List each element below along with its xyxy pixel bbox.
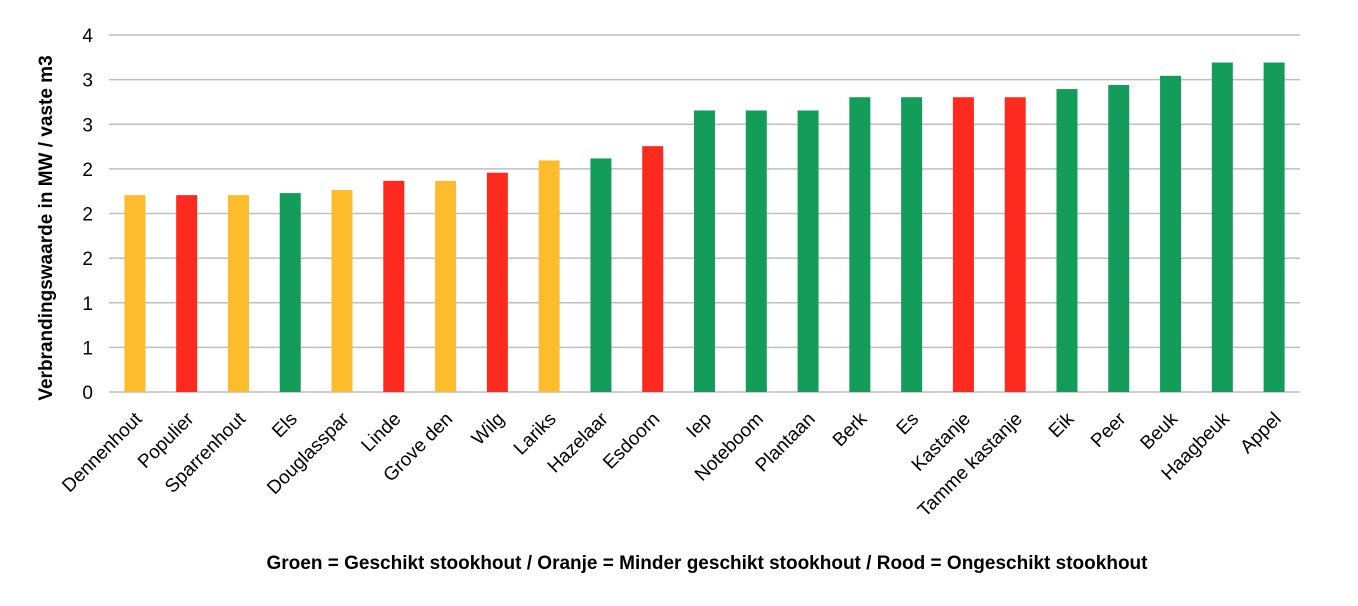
x-category-label: Beuk bbox=[1137, 408, 1183, 454]
x-category-label: Dennenhout bbox=[58, 408, 147, 497]
bar bbox=[1056, 89, 1078, 392]
y-tick-label: 3 bbox=[82, 71, 93, 92]
x-category-label: Linde bbox=[358, 409, 406, 457]
bar bbox=[1004, 97, 1026, 392]
x-category-label: Eik bbox=[1045, 408, 1079, 442]
bar bbox=[331, 190, 353, 392]
x-category-label: Appel bbox=[1236, 409, 1285, 458]
bar bbox=[486, 172, 508, 392]
y-tick-label: 3 bbox=[82, 115, 93, 136]
y-tick-label: 4 bbox=[82, 26, 93, 47]
bar bbox=[1160, 75, 1182, 393]
bars bbox=[124, 62, 1285, 393]
bar bbox=[745, 110, 767, 392]
bar bbox=[124, 195, 146, 392]
bar bbox=[176, 195, 198, 392]
y-tick-label: 1 bbox=[82, 338, 93, 359]
x-category-label: Berk bbox=[829, 408, 872, 451]
x-category-label: Els bbox=[268, 409, 302, 443]
bar bbox=[1108, 84, 1130, 392]
x-category-label: Lariks bbox=[510, 409, 561, 460]
bar bbox=[279, 193, 301, 392]
x-category-label: Wilg bbox=[468, 409, 509, 450]
x-category-label: Es bbox=[893, 409, 924, 440]
y-tick-label: 2 bbox=[82, 249, 93, 270]
bar bbox=[1263, 62, 1285, 392]
bar bbox=[797, 110, 819, 392]
bar bbox=[694, 110, 715, 392]
bar bbox=[642, 146, 664, 392]
bar bbox=[590, 158, 612, 392]
y-tick-label: 2 bbox=[82, 160, 93, 181]
x-category-label: Esdoorn bbox=[599, 409, 664, 474]
x-category-label: Iep bbox=[683, 409, 717, 443]
y-tick-label: 2 bbox=[82, 205, 93, 226]
bar bbox=[227, 195, 249, 392]
bar bbox=[901, 97, 923, 392]
y-tick-label: 0 bbox=[82, 383, 93, 404]
bar bbox=[952, 97, 974, 392]
y-axis-label: Verbrandingswaarde in MW / vaste m3 bbox=[36, 55, 57, 400]
bar bbox=[1211, 62, 1233, 392]
y-tick-label: 1 bbox=[82, 294, 93, 315]
bar bbox=[383, 180, 405, 392]
x-category-label: Peer bbox=[1087, 408, 1131, 452]
bar bbox=[435, 180, 457, 392]
bar bbox=[538, 160, 560, 392]
x-axis-label: Groen = Geschikt stookhout / Oranje = Mi… bbox=[267, 553, 1149, 574]
y-axis-tick-labels: 0 1 1 2 2 2 3 3 4 bbox=[82, 26, 93, 404]
bar bbox=[849, 97, 871, 392]
